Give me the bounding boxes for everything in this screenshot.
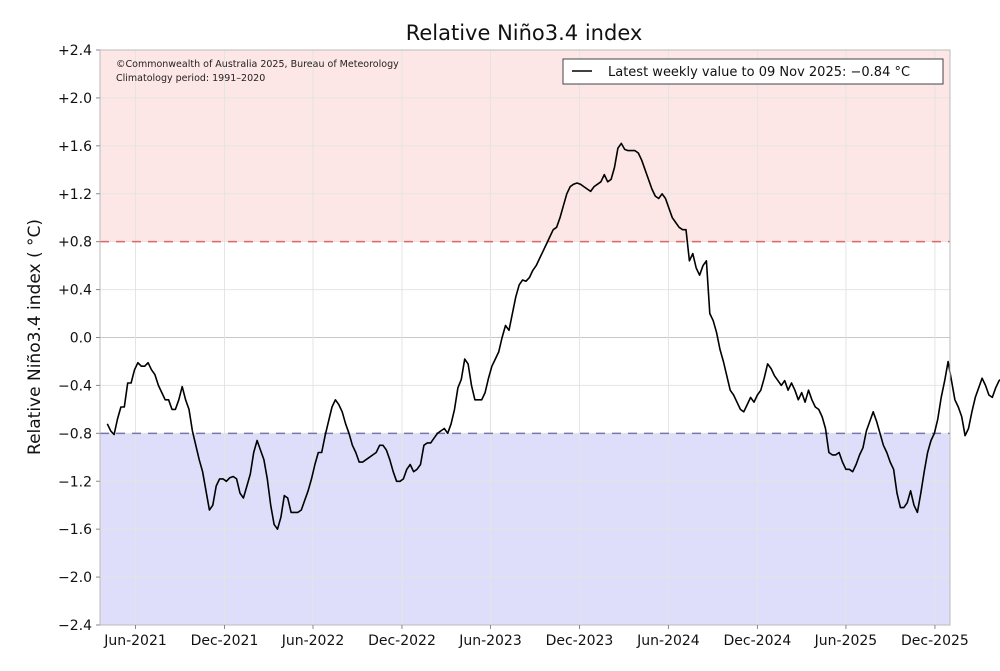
x-tick-label: Jun-2024 [636, 633, 700, 649]
x-tick-label: Dec-2022 [368, 633, 436, 649]
legend: Latest weekly value to 09 Nov 2025: −0.8… [562, 58, 944, 85]
gridlines [100, 49, 950, 626]
weekly-index-line [106, 142, 1000, 531]
x-tick-label: Dec-2021 [191, 633, 259, 649]
climatology-note: Climatology period: 1991–2020 [116, 73, 265, 84]
copyright-note: ©Commonwealth of Australia 2025, Bureau … [116, 59, 399, 70]
legend-entry-latest: Latest weekly value to 09 Nov 2025: −0.8… [608, 65, 910, 80]
legend-box [562, 58, 944, 85]
chart-title: Relative Niño3.4 index [406, 21, 643, 45]
series-layer [106, 142, 1000, 531]
y-tick-label: −2.0 [58, 570, 92, 586]
x-tick-label: Jun-2022 [281, 633, 345, 649]
y-tick-label: −0.4 [58, 378, 92, 394]
y-tick-label: +1.2 [58, 187, 92, 203]
y-tick-label: +0.4 [58, 283, 92, 299]
y-tick-label: +0.8 [58, 235, 92, 251]
annotation-block: ©Commonwealth of Australia 2025, Bureau … [116, 59, 399, 84]
threshold-lines [100, 240, 950, 435]
y-tick-label: +1.6 [58, 139, 92, 155]
y-tick-label: +2.0 [58, 91, 92, 107]
y-tick-label: 0.0 [70, 331, 92, 347]
y-tick-label: −0.8 [58, 426, 92, 442]
x-tick-label: Jun-2023 [458, 633, 522, 649]
x-tick-label: Dec-2025 [901, 633, 969, 649]
y-tick-label: −1.6 [58, 522, 92, 538]
y-tick-label: +2.4 [58, 43, 92, 59]
y-axis-label: Relative Niño3.4 index ( °C) [25, 219, 45, 455]
x-axis-ticks: Jun-2021 Dec-2021 Jun-2022 Dec-2022 Jun-2023… [103, 625, 969, 649]
x-tick-label: Jun-2025 [814, 633, 878, 649]
x-tick-label: Dec-2023 [546, 633, 614, 649]
y-tick-label: −1.2 [58, 474, 92, 490]
x-tick-label: Jun-2021 [103, 633, 167, 649]
y-axis-ticks: +2.4 +2.0 +1.6 +1.2 +0.8 +0.4 0.0 −0.4 −0.8 −1.2 −… [58, 43, 100, 634]
x-tick-label: Dec-2024 [724, 633, 792, 649]
y-tick-label: −2.4 [58, 618, 92, 634]
